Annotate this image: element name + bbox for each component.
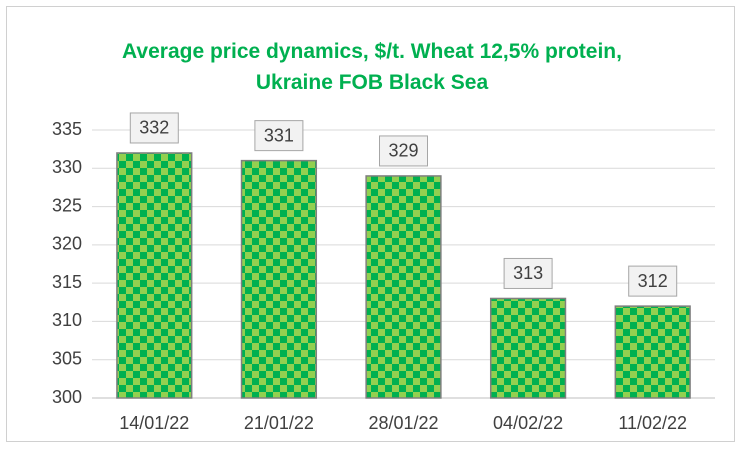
x-tick-label: 04/02/22 (493, 413, 563, 433)
y-tick-label: 330 (52, 157, 82, 177)
x-tick-label: 14/01/22 (119, 413, 189, 433)
data-label-box (129, 112, 179, 144)
data-label-box (628, 265, 678, 297)
y-tick-label: 335 (52, 119, 82, 139)
x-tick-label: 28/01/22 (368, 413, 438, 433)
bar (365, 175, 442, 399)
data-label: 331 (264, 125, 294, 145)
x-tick-label: 11/02/22 (618, 413, 687, 433)
bar (240, 159, 318, 399)
y-tick-label: 315 (52, 272, 82, 292)
y-tick-label: 300 (52, 387, 82, 407)
bar (116, 152, 193, 399)
data-label: 332 (139, 118, 169, 138)
data-label-box (379, 135, 428, 167)
data-label: 312 (638, 271, 668, 291)
x-tick-label: 21/01/22 (244, 413, 314, 433)
chart-frame (6, 6, 735, 442)
data-label-box (503, 257, 553, 289)
data-label-box (254, 120, 304, 152)
chart-title: Average price dynamics, $/t. Wheat 12,5%… (122, 40, 622, 94)
y-tick-label: 325 (52, 195, 82, 215)
y-tick-label: 320 (52, 234, 82, 254)
y-tick-label: 310 (52, 310, 82, 330)
bar (489, 297, 567, 399)
bar (614, 305, 691, 399)
data-label: 313 (513, 263, 543, 283)
data-label: 329 (388, 141, 418, 161)
y-tick-label: 305 (52, 348, 82, 368)
